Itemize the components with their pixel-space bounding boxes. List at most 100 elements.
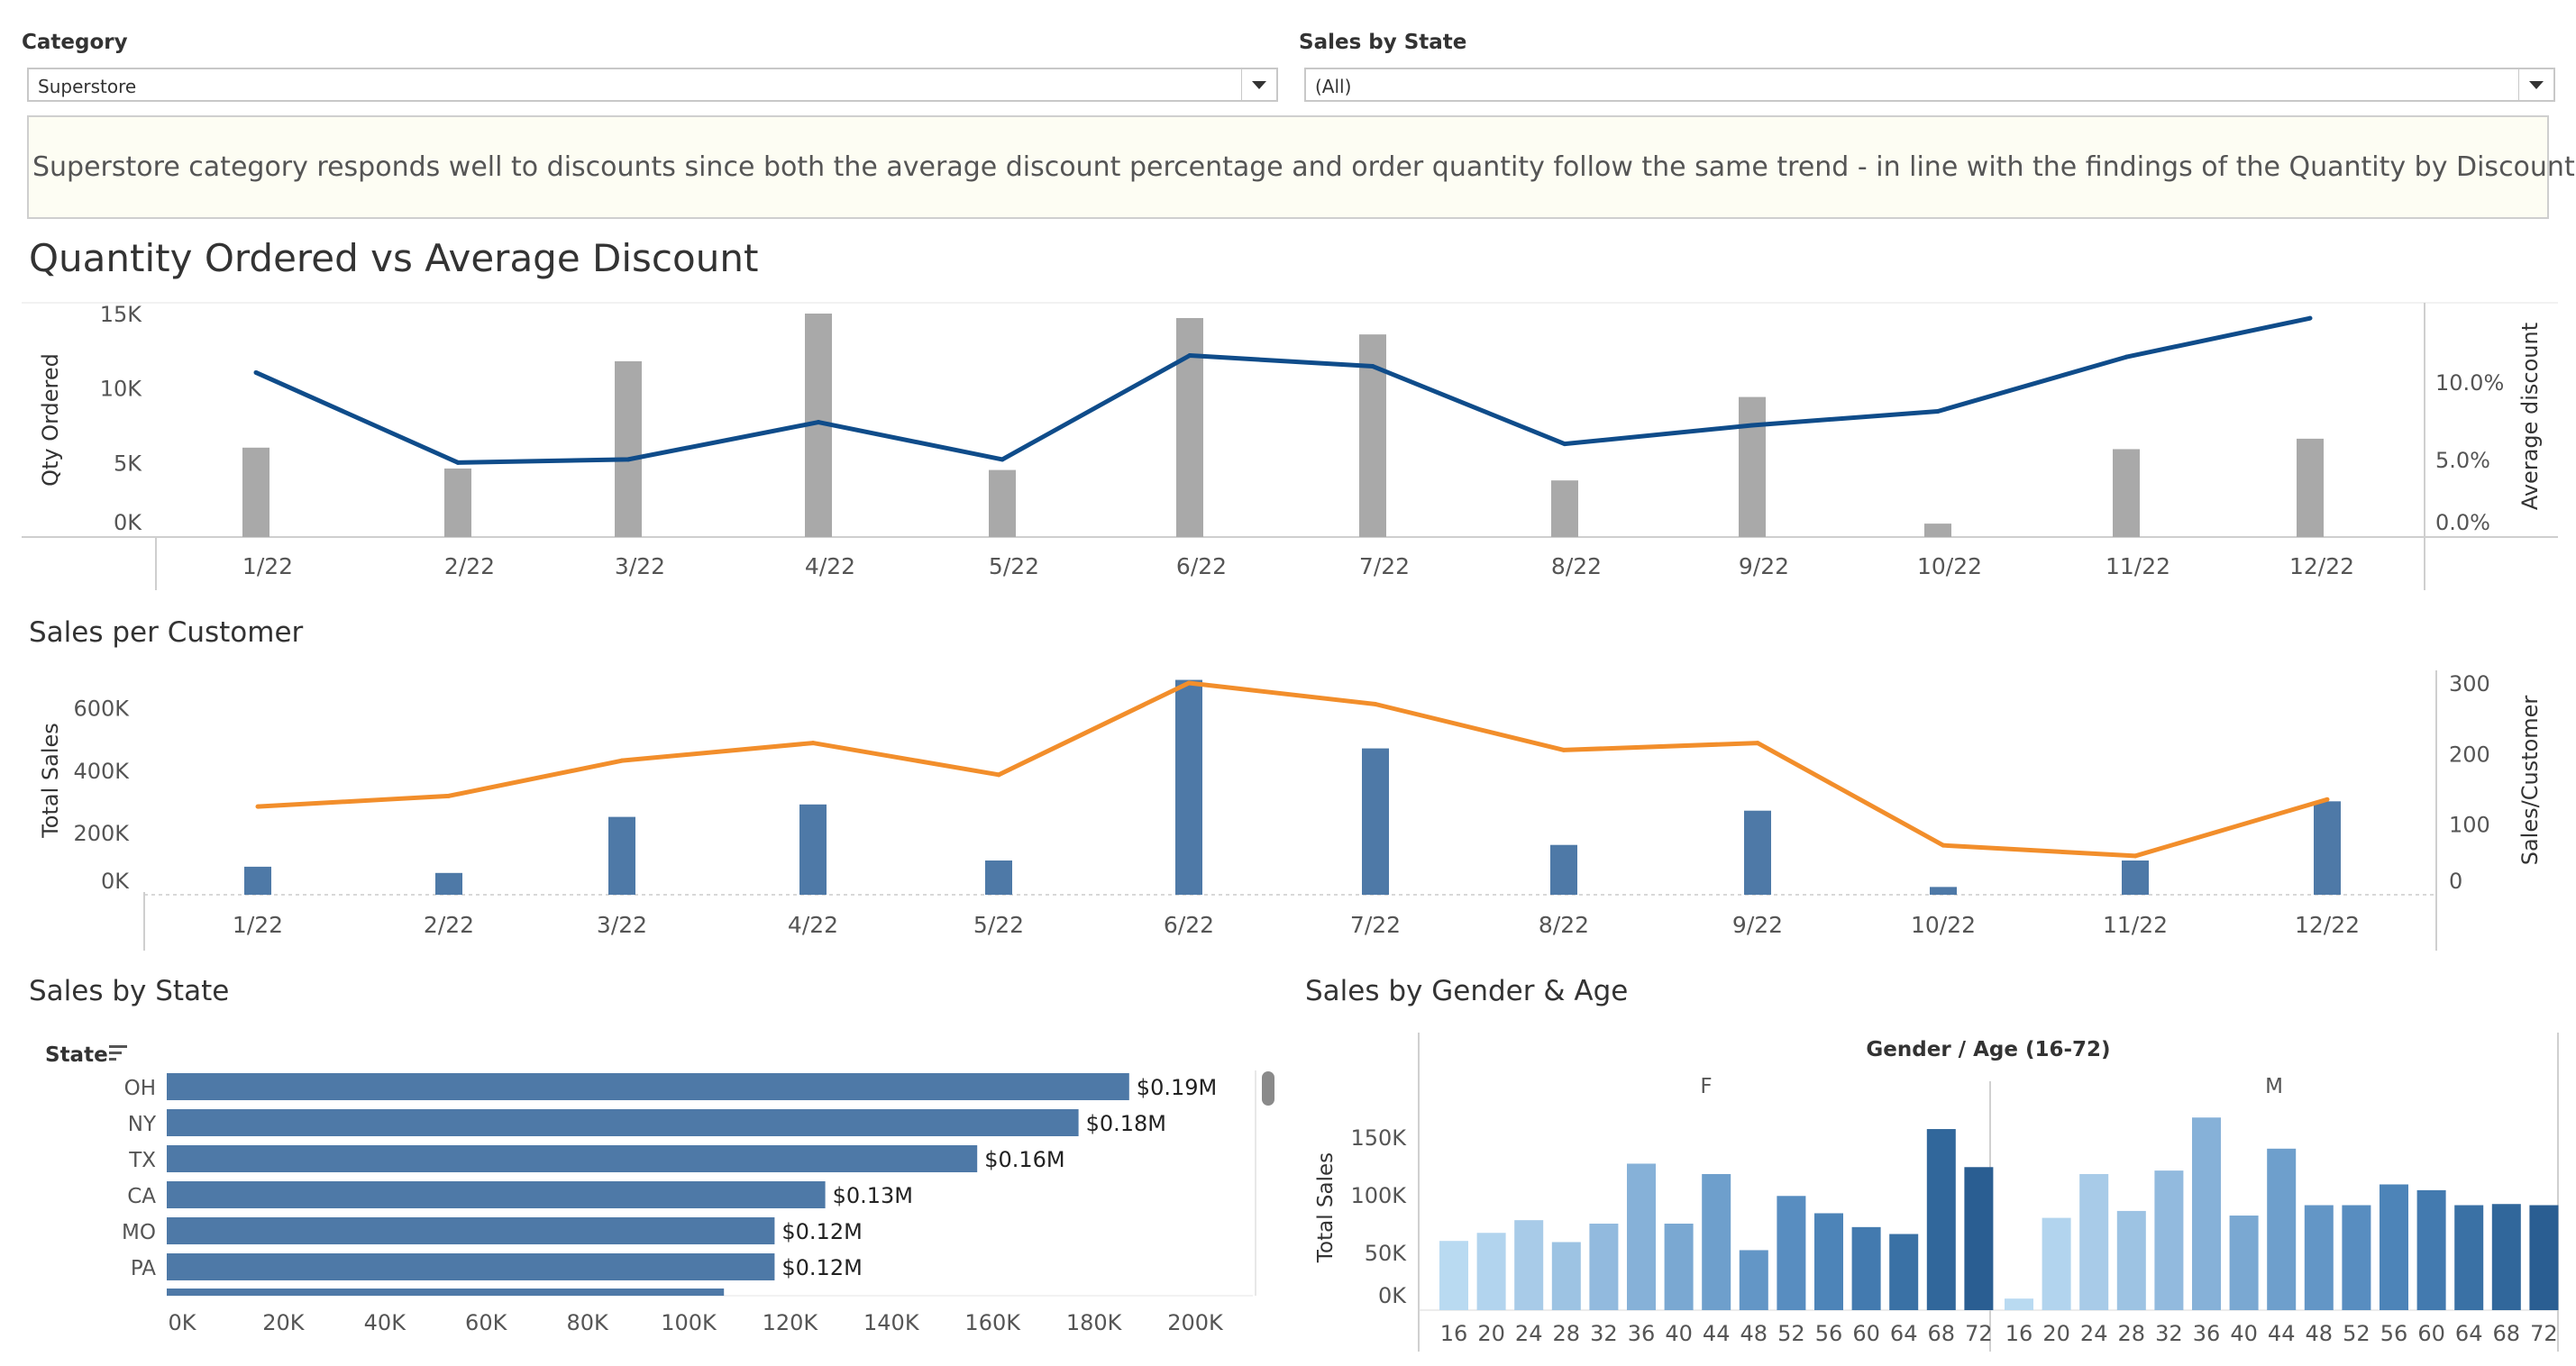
discount-point — [1749, 423, 1755, 428]
state-dropdown-value: (All) — [1315, 76, 1352, 97]
insight-text: Superstore category responds well to dis… — [32, 151, 2576, 183]
age-bar — [1551, 1242, 1581, 1310]
sort-icon-bar — [109, 1058, 116, 1061]
age-tick-label: 20 — [1477, 1321, 1505, 1346]
state-bar — [167, 1109, 1079, 1136]
chart2-bars — [244, 679, 2341, 895]
state-label: OH — [124, 1077, 156, 1100]
qty-discount-title: Quantity Ordered vs Average Discount — [29, 236, 759, 280]
age-bar — [1889, 1234, 1919, 1310]
discount-point — [1000, 457, 1005, 462]
x-tick-label: 11/22 — [2106, 553, 2170, 579]
y-tick-label: 5K — [114, 451, 142, 476]
x-tick-label: 5/22 — [989, 553, 1039, 579]
age-tick-label: 16 — [2005, 1321, 2033, 1346]
sales-per-customer-point — [1373, 702, 1378, 706]
age-tick-label: 60 — [2417, 1321, 2445, 1346]
sales-bar — [2122, 860, 2149, 895]
sales-bar — [1550, 844, 1577, 895]
y2-tick-label: 100 — [2449, 813, 2490, 838]
state-bar — [167, 1073, 1129, 1100]
sort-icon-bar — [109, 1045, 127, 1048]
x-tick-label: 12/22 — [2295, 912, 2360, 938]
y-tick-label: 0K — [101, 869, 130, 894]
age-bar — [1777, 1196, 1806, 1310]
age-bar — [1814, 1213, 1843, 1310]
age-tick-label: 64 — [2455, 1321, 2483, 1346]
age-bar — [1964, 1167, 1994, 1310]
sales-per-customer-point — [2133, 853, 2138, 859]
qty-bar — [1551, 480, 1578, 537]
qty-bar — [989, 469, 1016, 537]
age-tick-label: 28 — [2118, 1321, 2146, 1346]
qty-bar — [615, 360, 642, 537]
y-tick-label: 0K — [1378, 1283, 1407, 1308]
state-bar-partial — [167, 1289, 725, 1296]
y-tick-label: 150K — [1350, 1125, 1407, 1151]
sales-bar — [1930, 887, 1957, 895]
age-bar — [2267, 1148, 2297, 1310]
age-bar — [2192, 1117, 2221, 1310]
y2-axis-title: Average discount — [2517, 323, 2543, 510]
state-filter-label: Sales by State — [1299, 31, 1467, 54]
age-tick-label: 16 — [1440, 1321, 1468, 1346]
age-tick-label: 48 — [2306, 1321, 2334, 1346]
discount-point — [2124, 354, 2129, 360]
gender-group-label: F — [1700, 1075, 1712, 1098]
x-tick-label: 100K — [661, 1310, 717, 1335]
sales-per-customer-point — [255, 804, 260, 809]
age-bar — [2380, 1184, 2408, 1310]
y-tick-label: 50K — [1365, 1241, 1408, 1266]
age-tick-label: 36 — [2193, 1321, 2221, 1346]
age-bar — [2005, 1298, 2033, 1310]
sales-per-customer-point — [446, 793, 452, 798]
x-tick-label: 1/22 — [242, 553, 293, 579]
chevron-down-icon[interactable] — [1241, 69, 1276, 100]
x-tick-label: 180K — [1066, 1310, 1123, 1335]
age-tick-label: 44 — [2268, 1321, 2296, 1346]
x-tick-label: 6/22 — [1176, 553, 1227, 579]
age-tick-label: 32 — [2155, 1321, 2183, 1346]
discount-point — [455, 460, 461, 465]
age-bar — [2416, 1189, 2446, 1310]
age-tick-label: 24 — [2080, 1321, 2108, 1346]
x-tick-label: 140K — [863, 1310, 920, 1335]
age-bar — [2529, 1205, 2559, 1310]
chart3-labels: State OH $0.19M NY $0.18M TX $0.16M CA $0.13M MO $… — [45, 1043, 1224, 1335]
x-tick-label: 10/22 — [1911, 912, 1976, 938]
age-tick-label: 24 — [1515, 1321, 1543, 1346]
x-tick-label: 80K — [566, 1310, 609, 1335]
x-tick-label: 12/22 — [2289, 553, 2354, 579]
age-tick-label: 64 — [1890, 1321, 1918, 1346]
age-bar — [1476, 1233, 1506, 1310]
insight-text-box: Superstore category responds well to dis… — [27, 115, 2576, 219]
age-bar — [1926, 1129, 1956, 1310]
age-tick-label: 20 — [2042, 1321, 2070, 1346]
chart4-bars — [1439, 1117, 2559, 1310]
state-dropdown[interactable]: (All) — [1304, 68, 2555, 102]
discount-point — [1562, 442, 1567, 447]
y-tick-label: 15K — [100, 302, 143, 327]
state-value-label: $0.13M — [833, 1183, 913, 1208]
y-tick-label: 400K — [73, 759, 130, 784]
y2-tick-label: 0.0% — [2435, 510, 2490, 535]
y-axis-title: Total Sales — [1314, 1152, 1338, 1263]
sales-per-customer-point — [1186, 680, 1192, 686]
qty-bar — [242, 447, 269, 537]
discount-line — [254, 315, 2311, 465]
state-bar — [167, 1217, 775, 1244]
chart3-bars — [167, 1073, 1129, 1296]
age-bar — [2079, 1173, 2109, 1310]
y2-tick-label: 10.0% — [2435, 370, 2504, 396]
sales-per-customer-point — [1755, 741, 1760, 746]
y-tick-label: 600K — [73, 697, 130, 722]
age-tick-label: 44 — [1703, 1321, 1731, 1346]
category-dropdown[interactable]: Superstore — [27, 68, 1278, 102]
state-label: MO — [122, 1221, 156, 1244]
y-axis-title: Total Sales — [38, 723, 63, 839]
y2-tick-label: 5.0% — [2435, 448, 2490, 473]
sales-per-customer-point — [1941, 842, 1946, 848]
chevron-down-icon[interactable] — [2518, 69, 2553, 100]
x-tick-label: 4/22 — [805, 553, 855, 579]
